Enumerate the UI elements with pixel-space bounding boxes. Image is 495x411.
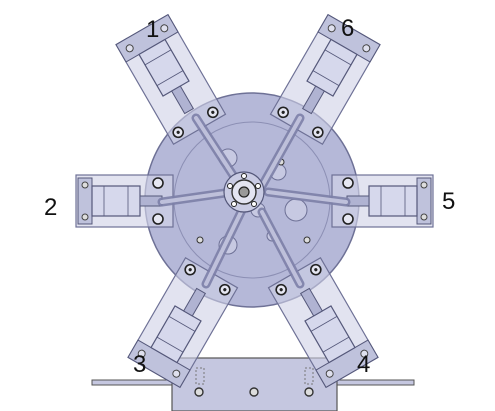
label-cylinder-1: 1 [146,16,159,43]
cylinder-5 [342,177,432,225]
hub-icon [223,171,265,213]
base-bolt-icon [249,387,259,397]
base-bolt-icon [194,387,204,397]
label-cylinder-4: 4 [357,351,370,378]
cylinder-2 [77,177,164,225]
label-cylinder-2: 2 [44,194,57,221]
label-cylinder-5: 5 [442,188,455,215]
base-bolt-icon [304,387,314,397]
label-cylinder-6: 6 [341,15,354,42]
label-cylinder-3: 3 [133,351,146,378]
